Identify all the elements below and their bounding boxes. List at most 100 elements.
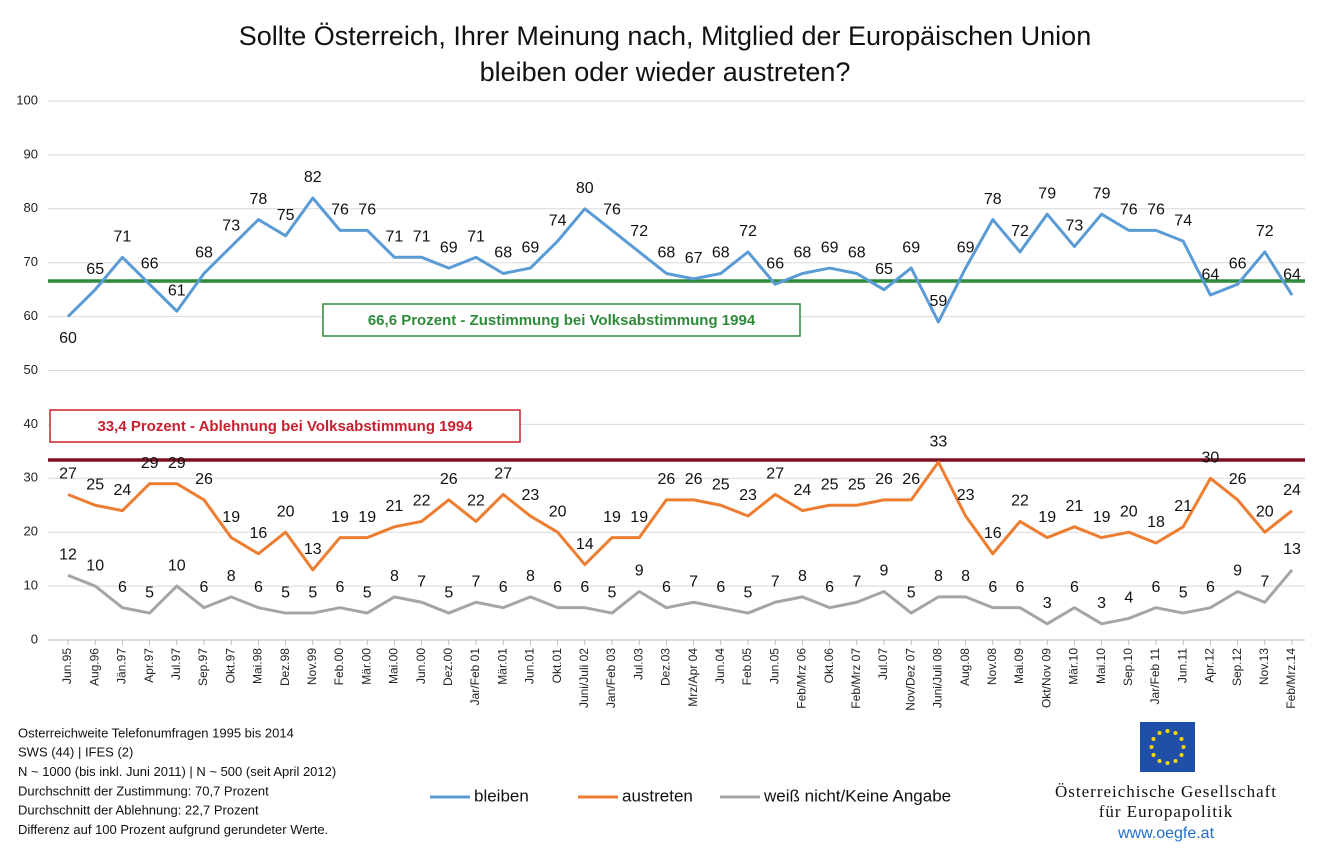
data-label: 5 [907, 584, 916, 601]
data-label: 9 [1233, 563, 1242, 580]
data-label: 8 [961, 568, 970, 585]
x-tick-label: Feb/Mrz 07 [849, 648, 863, 709]
data-label: 66 [766, 255, 784, 272]
series-line [67, 568, 1294, 626]
data-label: 71 [114, 229, 132, 246]
data-label: 5 [444, 584, 453, 601]
data-label: 67 [685, 250, 703, 267]
x-tick-label: Jul.03 [631, 648, 645, 680]
data-label: 8 [227, 568, 236, 585]
data-label: 26 [658, 471, 676, 488]
data-label: 6 [1152, 579, 1161, 596]
x-tick-label: Nov.99 [305, 648, 319, 685]
data-label: 5 [308, 584, 317, 601]
x-tick-label: Mai.00 [387, 648, 401, 684]
x-tick-label: Mai.98 [251, 648, 265, 684]
data-label: 69 [821, 239, 839, 256]
data-label: 9 [635, 563, 644, 580]
data-label: 24 [1283, 482, 1301, 499]
x-tick-label: Aug.96 [87, 648, 101, 686]
x-tick-label: Nov.13 [1257, 648, 1271, 685]
logo-text: Österreichische Gesellschaft [1055, 782, 1277, 801]
footnote: N ~ 1000 (bis inkl. Juni 2011) | N ~ 500… [18, 764, 336, 779]
x-tick-label: Jul.07 [876, 648, 890, 680]
data-label: 79 [1093, 185, 1111, 202]
x-tick-label: Mai.10 [1094, 648, 1108, 684]
data-label: 24 [114, 482, 132, 499]
x-tick-label: Dez.00 [441, 648, 455, 686]
x-tick-label: Jun.11 [1175, 648, 1189, 683]
data-label: 25 [821, 476, 839, 493]
data-label: 19 [358, 509, 376, 526]
data-label: 6 [553, 579, 562, 596]
data-label: 27 [494, 466, 512, 483]
y-tick-label: 100 [16, 92, 38, 107]
x-tick-label: Jän.97 [115, 648, 129, 684]
data-label: 20 [1256, 503, 1274, 520]
x-tick-label: Jun.01 [523, 648, 537, 684]
data-label: 5 [1179, 584, 1188, 601]
data-label: 33 [930, 433, 948, 450]
x-tick-label: Mär.10 [1067, 648, 1081, 685]
data-label: 26 [195, 471, 213, 488]
data-label: 76 [603, 202, 621, 219]
data-label: 20 [1120, 503, 1138, 520]
x-tick-label: Feb/Mrz.14 [1284, 648, 1298, 709]
x-tick-label: Feb.05 [740, 648, 754, 686]
footnote: Differenz auf 100 Prozent aufgrund gerun… [18, 822, 328, 837]
data-label: 16 [250, 525, 268, 542]
x-tick-label: Jun.05 [767, 648, 781, 684]
data-label: 22 [467, 493, 485, 510]
data-label: 7 [689, 573, 698, 590]
data-label: 19 [603, 509, 621, 526]
x-tick-label: Aug.08 [958, 648, 972, 686]
data-label: 8 [798, 568, 807, 585]
data-label: 68 [658, 245, 676, 262]
data-label: 78 [984, 191, 1002, 208]
x-tick-label: Juni/Juli 08 [931, 648, 945, 708]
x-tick-label: Feb.00 [332, 648, 346, 686]
x-tick-label: Okt/Nov 09 [1039, 648, 1053, 708]
x-tick-label: Juni/Juli 02 [577, 648, 591, 708]
data-label: 25 [712, 476, 730, 493]
data-label: 76 [1120, 202, 1138, 219]
data-label: 6 [118, 579, 127, 596]
x-tick-label: Mrz/Apr 04 [686, 648, 700, 707]
data-label: 7 [417, 573, 426, 590]
data-label: 6 [499, 579, 508, 596]
y-tick-label: 40 [24, 416, 38, 431]
data-label: 8 [934, 568, 943, 585]
data-label: 8 [390, 568, 399, 585]
x-tick-label: Mai.09 [1012, 648, 1026, 684]
data-label: 68 [712, 245, 730, 262]
data-label: 73 [222, 218, 240, 235]
data-label: 3 [1043, 595, 1052, 612]
data-label: 18 [1147, 514, 1165, 531]
data-label: 6 [988, 579, 997, 596]
data-label: 9 [880, 563, 889, 580]
chart-title: bleiben oder wieder austreten? [480, 57, 851, 87]
footnote: Durchschnitt der Zustimmung: 70,7 Prozen… [18, 783, 269, 798]
x-tick-label: Jar/Feb 01 [468, 648, 482, 706]
data-label: 72 [739, 223, 757, 240]
x-tick-label: Feb/Mrz 06 [795, 648, 809, 709]
data-label: 26 [440, 471, 458, 488]
x-tick-label: Mär.01 [495, 648, 509, 685]
y-tick-label: 60 [24, 308, 38, 323]
data-label: 8 [526, 568, 535, 585]
x-tick-label: Nov/Dez 07 [903, 648, 917, 711]
legend-label: austreten [622, 786, 693, 805]
data-label: 66 [141, 255, 159, 272]
data-label: 26 [1229, 471, 1247, 488]
data-label: 68 [794, 245, 812, 262]
data-label: 68 [195, 245, 213, 262]
data-label: 69 [440, 239, 458, 256]
data-label: 19 [1093, 509, 1111, 526]
series-line [67, 460, 1293, 572]
x-tick-label: Jul.97 [169, 648, 183, 680]
data-label: 74 [1174, 212, 1192, 229]
data-label: 78 [250, 191, 268, 208]
y-tick-label: 20 [24, 524, 38, 539]
reference-label: 66,6 Prozent - Zustimmung bei Volksabsti… [368, 312, 756, 329]
data-label: 6 [716, 579, 725, 596]
